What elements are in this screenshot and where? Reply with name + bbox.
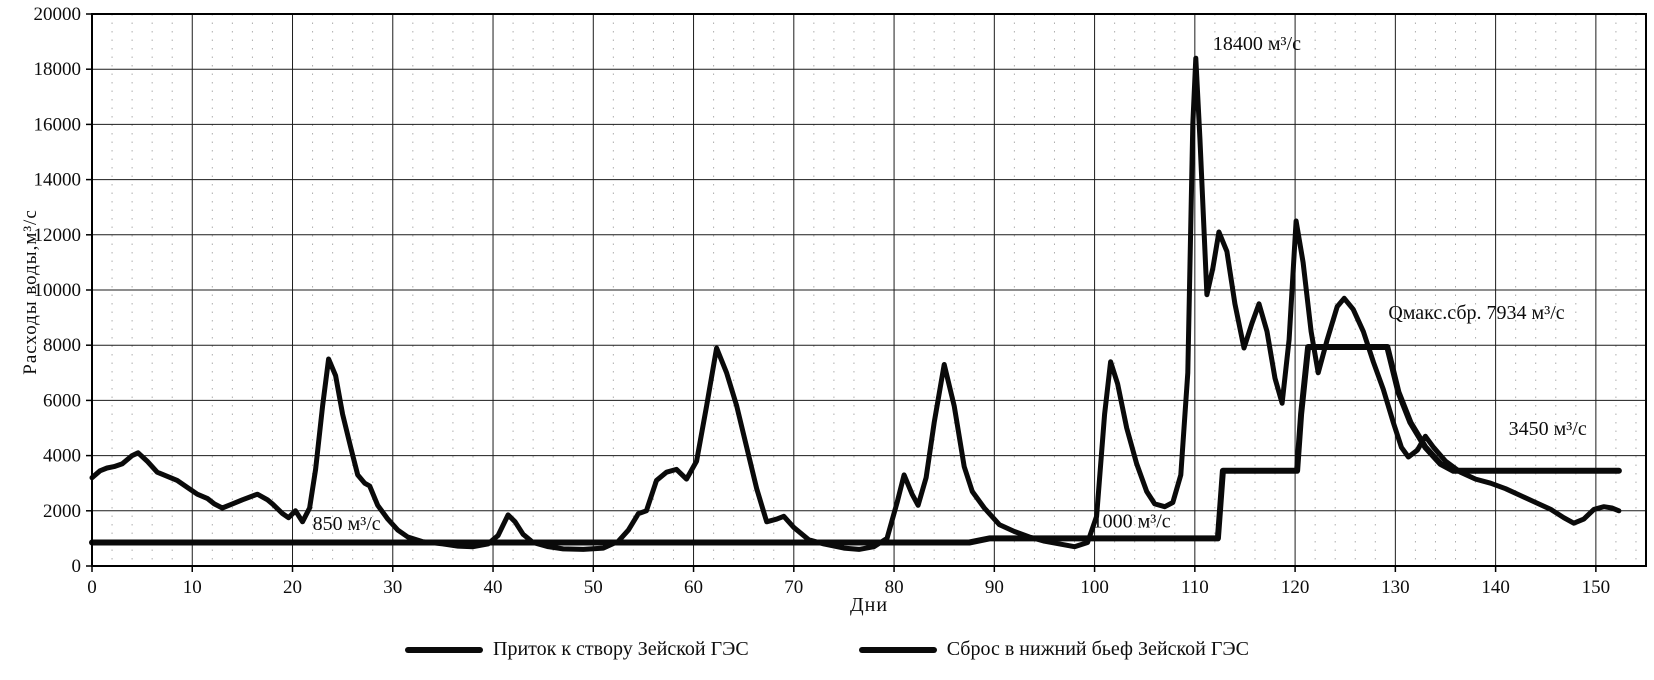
y-tick-label: 6000 (43, 390, 81, 411)
x-tick-label: 0 (87, 577, 97, 598)
x-tick-label: 120 (1281, 577, 1310, 598)
y-tick-label: 8000 (43, 335, 81, 356)
y-tick-label: 16000 (34, 114, 82, 135)
legend-item-discharge: Сброс в нижний бьеф Зейской ГЭС (858, 638, 1249, 661)
line-chart: 0 10 20 30 40 50 60 70 80 90 100 110 120 130 140 150 0 20… (20, 4, 1647, 598)
x-tick-label: 100 (1080, 577, 1109, 598)
y-tick-label: 10000 (34, 280, 82, 301)
y-tick-label: 4000 (43, 446, 81, 467)
x-tick-label: 30 (383, 577, 402, 598)
x-tick-label: 90 (985, 577, 1004, 598)
annotation-label: 18400 м³/с (1213, 33, 1301, 55)
y-tick-label: 0 (72, 556, 82, 577)
discharge-line-swatch (858, 646, 937, 653)
legend: Приток к створу Зейской ГЭС Сброс в нижн… (0, 638, 1654, 661)
y-tick-label: 12000 (34, 225, 82, 246)
annotation-label: 3450 м³/с (1509, 418, 1587, 440)
y-tick-label: 18000 (34, 59, 82, 80)
inflow-line-swatch (405, 646, 483, 653)
annotation-layer: 18400 м³/с Qмакс.сбр. 7934 м³/с 3450 м³/с 8… (313, 33, 1587, 535)
x-tick-label: 50 (584, 577, 603, 598)
legend-label-inflow: Приток к створу Зейской ГЭС (493, 638, 749, 660)
grid-layer (92, 14, 1646, 566)
x-tick-label: 10 (183, 577, 202, 598)
y-axis-title: Расходы воды,м³/с (20, 209, 41, 375)
inflow-series-line (89, 55, 1622, 552)
annotation-label: 1000 м³/с (1093, 510, 1171, 532)
x-axis-title: Дни (849, 594, 889, 616)
x-tick-label: 110 (1181, 577, 1209, 598)
y-tick-label: 2000 (43, 501, 81, 522)
legend-label-discharge: Сброс в нижний бьеф Зейской ГЭС (946, 638, 1249, 660)
x-tick-label: 70 (784, 577, 803, 598)
x-tick-label: 80 (885, 577, 904, 598)
discharge-series-line (89, 344, 1622, 546)
y-tick-label: 20000 (34, 4, 82, 25)
x-tick-label: 140 (1481, 577, 1510, 598)
annotation-label: 850 м³/с (313, 513, 381, 535)
x-tick-label: 150 (1582, 577, 1611, 598)
x-tick-label: 20 (283, 577, 302, 598)
legend-item-inflow: Приток к створу Зейской ГЭС (405, 638, 749, 661)
x-tick-label: 40 (484, 577, 503, 598)
x-tick-label: 60 (684, 577, 703, 598)
x-tick-label: 130 (1381, 577, 1410, 598)
y-tick-label: 14000 (34, 170, 82, 191)
tick-layer: 0 10 20 30 40 50 60 70 80 90 100 110 120 130 140 150 0 20… (34, 4, 1611, 598)
annotation-label: Qмакс.сбр. 7934 м³/с (1388, 302, 1564, 324)
series-layer (89, 55, 1622, 552)
